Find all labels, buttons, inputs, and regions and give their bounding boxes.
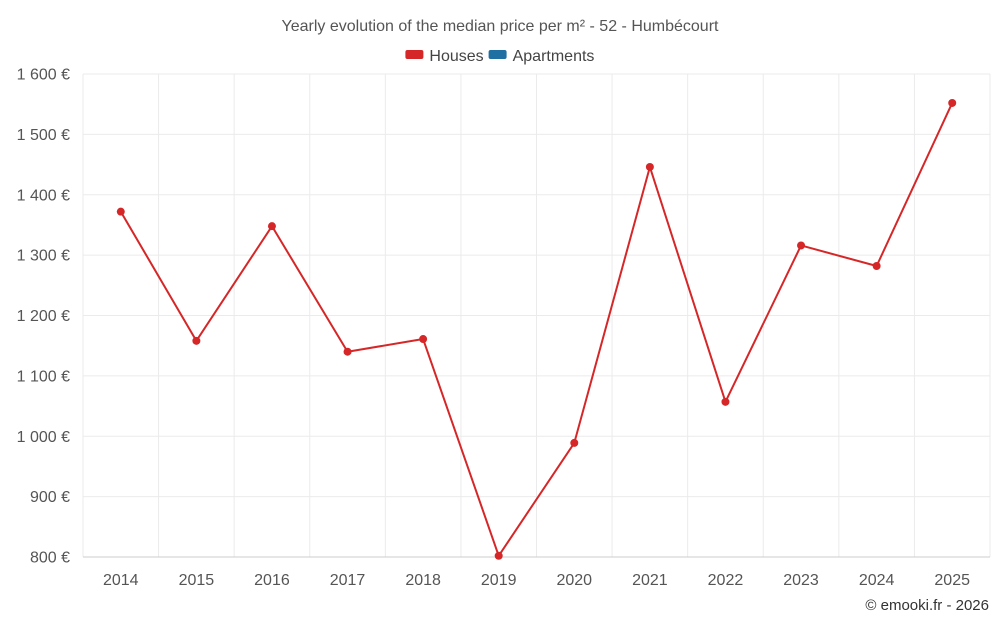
data-point-houses[interactable] xyxy=(192,336,201,345)
y-tick-label: 1 600 € xyxy=(17,67,70,84)
x-tick-label: 2019 xyxy=(481,572,517,589)
gridlines xyxy=(82,73,991,558)
data-point-houses[interactable] xyxy=(494,551,503,560)
data-point-houses[interactable] xyxy=(645,162,654,171)
legend-item-apartments[interactable]: Apartments xyxy=(488,48,595,65)
x-tick-label: 2020 xyxy=(556,572,592,589)
data-point-houses[interactable] xyxy=(797,241,806,250)
y-tick-label: 1 400 € xyxy=(17,187,70,204)
x-tick-label: 2016 xyxy=(254,572,290,589)
y-tick-label: 1 500 € xyxy=(17,127,70,144)
data-point-houses[interactable] xyxy=(116,207,125,216)
chart-title: Yearly evolution of the median price per… xyxy=(282,18,720,35)
data-point-houses[interactable] xyxy=(570,438,579,447)
y-tick-label: 1 300 € xyxy=(17,248,70,265)
legend-swatch xyxy=(405,50,424,59)
y-tick-label: 1 000 € xyxy=(17,429,70,446)
x-tick-label: 2022 xyxy=(708,572,744,589)
legend-label: Houses xyxy=(429,48,483,65)
series-group xyxy=(116,98,957,560)
y-tick-label: 900 € xyxy=(30,489,70,506)
y-tick-label: 1 200 € xyxy=(17,308,70,325)
data-point-houses[interactable] xyxy=(721,397,730,406)
x-tick-label: 2021 xyxy=(632,572,668,589)
data-point-houses[interactable] xyxy=(872,261,881,270)
x-tick-label: 2024 xyxy=(859,572,895,589)
y-tick-label: 1 100 € xyxy=(17,368,70,385)
legend-item-houses[interactable]: Houses xyxy=(405,48,484,65)
data-point-houses[interactable] xyxy=(267,222,276,231)
legend: Houses Apartments xyxy=(405,48,594,65)
data-point-houses[interactable] xyxy=(343,347,352,356)
x-tick-label: 2017 xyxy=(330,572,366,589)
legend-label: Apartments xyxy=(513,48,595,65)
data-point-houses[interactable] xyxy=(948,98,957,107)
x-tick-label: 2014 xyxy=(103,572,139,589)
x-axis: 2014 2015 2016 2017 2018 2019 2020 2021 2022 2023… xyxy=(83,556,990,589)
credit-text: © emooki.fr - 2026 xyxy=(865,597,989,614)
y-axis: 800 € 900 € 1 000 € 1 100 € 1 200 € 1 300 € 1 … xyxy=(17,67,70,567)
data-point-houses[interactable] xyxy=(419,335,428,344)
x-tick-label: 2025 xyxy=(934,572,970,589)
x-tick-label: 2023 xyxy=(783,572,819,589)
y-tick-label: 800 € xyxy=(30,550,70,567)
x-tick-label: 2015 xyxy=(179,572,215,589)
legend-swatch xyxy=(488,50,507,59)
series-line-houses xyxy=(119,102,954,557)
x-tick-label: 2018 xyxy=(405,572,441,589)
